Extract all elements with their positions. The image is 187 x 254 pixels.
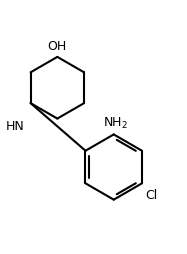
Text: HN: HN xyxy=(6,119,24,132)
Text: OH: OH xyxy=(48,40,67,53)
Text: Cl: Cl xyxy=(145,188,158,201)
Text: NH$_2$: NH$_2$ xyxy=(103,116,128,131)
